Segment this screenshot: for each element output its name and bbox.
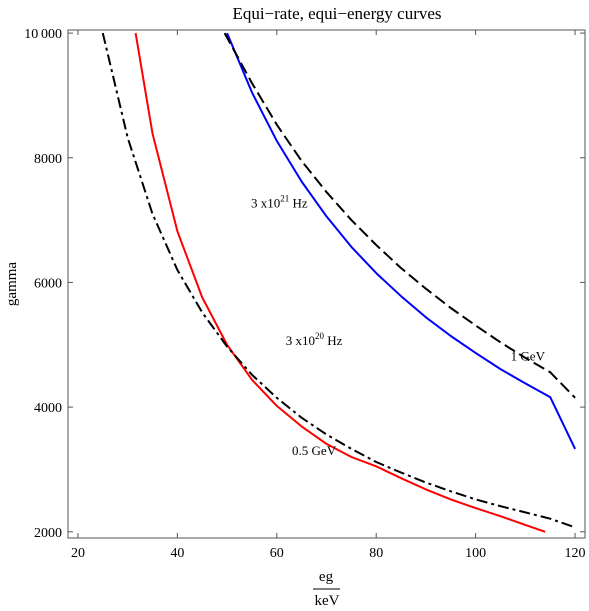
y-tick-label: 2000: [34, 526, 62, 541]
series-line-2: [134, 32, 546, 533]
annotation-exponent: 21: [280, 194, 289, 204]
series-group: [101, 32, 577, 533]
annotation-suffix: Hz: [324, 333, 343, 348]
annotation-base: 3 x10: [286, 333, 315, 348]
annotation-base: 3 x10: [251, 196, 280, 211]
curve-annotation: 3 x1020 Hz: [286, 331, 343, 348]
axis-ticks: 20 40 60 80 100 120 2000 4000 6000 8000 10 000: [24, 27, 585, 561]
series-line-3: [223, 32, 576, 399]
annotation-exponent: 20: [315, 331, 325, 341]
curve-annotation: 1 GeV: [511, 348, 546, 363]
y-axis-label: gamma: [4, 262, 20, 306]
y-tick-label: 10 000: [24, 27, 62, 42]
x-axis-label-bottom: keV: [315, 593, 340, 609]
x-tick-label: 60: [270, 546, 284, 561]
x-axis-label-top: eg: [319, 569, 334, 585]
x-tick-label: 40: [170, 546, 184, 561]
series-line-4: [101, 32, 576, 529]
annotation-suffix: Hz: [289, 196, 308, 211]
y-tick-label: 4000: [34, 401, 62, 416]
curve-annotation: 0.5 GeV: [292, 443, 337, 458]
curve-annotation: 3 x1021 Hz: [251, 194, 308, 211]
x-tick-label: 20: [71, 546, 85, 561]
y-tick-label: 6000: [34, 276, 62, 291]
series-line-1: [226, 32, 577, 450]
plot-frame: [67, 29, 586, 539]
y-tick-label: 8000: [34, 152, 62, 167]
x-tick-label: 100: [465, 546, 486, 561]
annotation-base: 1 GeV: [511, 348, 546, 363]
chart-title: Equi−rate, equi−energy curves: [232, 4, 441, 23]
x-tick-label: 120: [565, 546, 586, 561]
annotation-base: 0.5 GeV: [292, 443, 337, 458]
x-tick-label: 80: [369, 546, 383, 561]
